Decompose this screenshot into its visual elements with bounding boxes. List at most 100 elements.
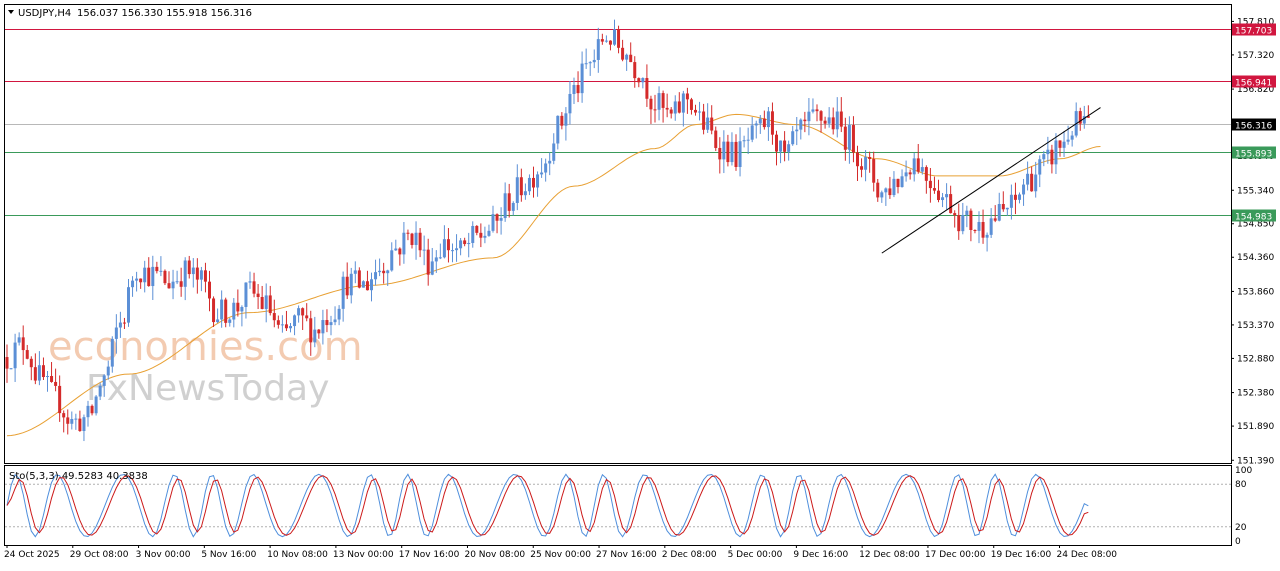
candle-bear bbox=[1013, 194, 1017, 200]
trendline-layer bbox=[881, 107, 1101, 254]
price-tick-label: 153.860 bbox=[1237, 287, 1274, 297]
candle-bull bbox=[361, 281, 365, 288]
candle-bull bbox=[110, 338, 114, 367]
symbol-label[interactable]: USDJPY,H4 bbox=[18, 8, 71, 19]
candle-bear bbox=[856, 152, 859, 167]
candle-bull bbox=[216, 319, 220, 323]
candle-bear bbox=[851, 125, 855, 153]
candle-bear bbox=[317, 329, 321, 334]
candle-bull bbox=[159, 270, 163, 272]
price-tick-label: 151.390 bbox=[1237, 456, 1274, 466]
time-tick-label: 13 Nov 00:00 bbox=[333, 550, 394, 560]
candle-bull bbox=[997, 204, 1001, 221]
candle-bear bbox=[953, 213, 957, 216]
candle-bull bbox=[1034, 174, 1038, 192]
candle-bull bbox=[414, 232, 418, 245]
candle-bear bbox=[560, 115, 564, 126]
candle-bear bbox=[600, 39, 604, 42]
candle-bull bbox=[471, 225, 475, 243]
watermark-fxnewstoday: FxNewsToday bbox=[86, 368, 329, 409]
candle-bull bbox=[17, 337, 21, 343]
candle-bull bbox=[459, 240, 463, 249]
candle-bull bbox=[779, 140, 783, 152]
candle-bull bbox=[673, 101, 677, 114]
candle-bear bbox=[981, 222, 985, 238]
candle-bull bbox=[378, 270, 382, 273]
candle-bull bbox=[199, 270, 203, 280]
candle-bear bbox=[426, 249, 430, 275]
candle-bull bbox=[402, 232, 406, 255]
price-tick-label: 157.320 bbox=[1237, 51, 1274, 61]
candle-bull bbox=[422, 249, 426, 251]
symbol-dropdown-icon[interactable] bbox=[8, 10, 14, 14]
candle-bear bbox=[949, 194, 953, 214]
price-tick-label: 152.880 bbox=[1237, 354, 1274, 364]
candle-bull bbox=[37, 365, 41, 381]
candle-bear bbox=[382, 270, 386, 274]
candle-bull bbox=[337, 308, 341, 320]
candle-bull bbox=[904, 172, 908, 177]
candle-bull bbox=[592, 59, 596, 63]
candle-bull bbox=[989, 218, 993, 235]
candle-bear bbox=[694, 109, 697, 113]
candle-bull bbox=[811, 109, 815, 112]
level-label-support: 155.893 bbox=[1235, 150, 1272, 160]
ohlc-readout: 156.037 156.330 155.918 156.316 bbox=[77, 8, 252, 19]
candle-bull bbox=[1066, 139, 1070, 142]
candle-bear bbox=[993, 218, 997, 221]
candle-bull bbox=[240, 306, 244, 312]
candle-bull bbox=[945, 194, 949, 198]
candle-bear bbox=[62, 413, 66, 418]
candle-bear bbox=[831, 117, 835, 130]
candle-bear bbox=[301, 308, 305, 316]
candle-bull bbox=[540, 172, 544, 175]
candle-bear bbox=[969, 210, 973, 231]
candle-bear bbox=[195, 267, 199, 280]
candle-bear bbox=[649, 98, 653, 110]
level-tag-resistance bbox=[1232, 75, 1276, 88]
time-tick-label: 5 Nov 16:00 bbox=[201, 550, 256, 560]
candle-bull bbox=[220, 299, 224, 320]
candle-bull bbox=[353, 270, 357, 274]
level-label-resistance: 156.941 bbox=[1235, 79, 1272, 89]
candle-bull bbox=[135, 278, 139, 281]
candle-bull bbox=[297, 308, 301, 316]
time-tick-label: 5 Dec 00:00 bbox=[728, 550, 783, 560]
candle-bull bbox=[183, 260, 187, 287]
candle-bear bbox=[677, 101, 681, 113]
candle-bull bbox=[74, 418, 78, 420]
candle-bear bbox=[815, 109, 819, 112]
candle-bear bbox=[345, 276, 349, 296]
candle-bear bbox=[179, 281, 183, 287]
time-tick-label: 17 Nov 16:00 bbox=[399, 550, 460, 560]
time-tick-label: 17 Dec 00:00 bbox=[925, 550, 986, 560]
time-tick-label: 2 Dec 08:00 bbox=[662, 550, 717, 560]
candle-bull bbox=[171, 281, 175, 289]
candle-bull bbox=[114, 327, 118, 339]
candle-bear bbox=[932, 188, 936, 191]
level-labels: 157.703 156.941 156.316 155.893 154.983 bbox=[1232, 23, 1276, 223]
candle-bear bbox=[272, 313, 276, 321]
candle-bull bbox=[625, 54, 629, 60]
level-label-resistance: 157.703 bbox=[1235, 27, 1272, 37]
candle-bear bbox=[167, 283, 171, 289]
candle-bear bbox=[309, 318, 313, 343]
candle-bull bbox=[430, 261, 434, 275]
candle-bull bbox=[70, 418, 74, 424]
price-tick-label: 155.340 bbox=[1237, 186, 1274, 196]
candle-bull bbox=[280, 324, 284, 326]
candle-bull bbox=[143, 267, 147, 283]
candle-bull bbox=[370, 279, 373, 291]
candle-bear bbox=[973, 230, 977, 232]
candle-bull bbox=[394, 248, 398, 251]
price-tick-label: 153.370 bbox=[1237, 321, 1274, 331]
candle-bull bbox=[880, 192, 884, 198]
candle-bear bbox=[775, 134, 778, 152]
candle-bull bbox=[434, 257, 438, 262]
time-tick-label: 12 Dec 08:00 bbox=[859, 550, 920, 560]
candle-bull bbox=[131, 280, 135, 288]
candle-bull bbox=[228, 319, 232, 323]
candle-bear bbox=[896, 178, 900, 188]
candle-bull bbox=[127, 287, 130, 323]
candle-bull bbox=[313, 329, 317, 343]
